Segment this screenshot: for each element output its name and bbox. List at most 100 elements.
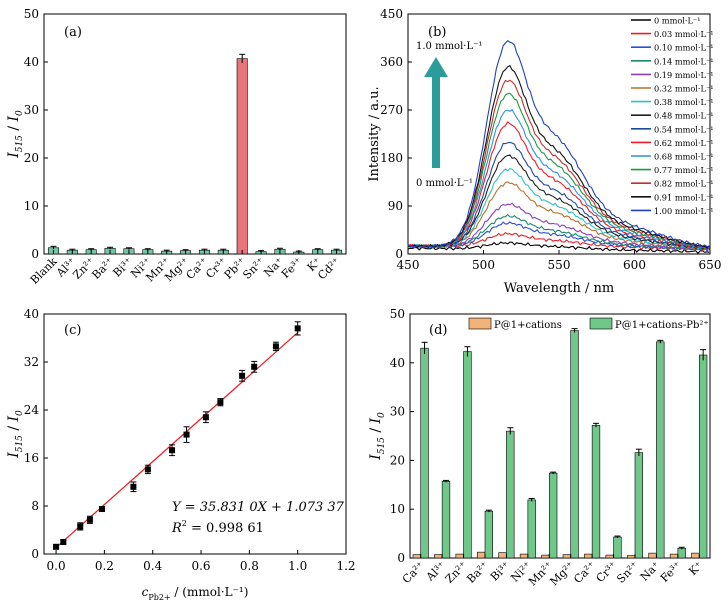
arrow-shaft: [432, 76, 440, 168]
y-tick-label: 90: [388, 199, 403, 213]
bar-cations-pb: [656, 341, 665, 559]
bar-cations-pb: [591, 424, 601, 559]
bar-cations-pb: [677, 547, 686, 559]
legend-label: 0.10 mmol·L⁻¹: [654, 43, 714, 53]
arrow-bottom-label: 0 mmol·L⁻¹: [416, 178, 473, 189]
x-tick-label: 1.0: [288, 559, 307, 573]
legend-label: 0.77 mmol·L⁻¹: [654, 165, 714, 175]
y-tick-label: 50: [24, 7, 39, 21]
panel-a-label: (a): [64, 25, 82, 40]
bar-cations-pb: [698, 354, 708, 559]
bar-cations-pb: [484, 510, 494, 559]
bar-cations-pb: [570, 330, 579, 559]
spectrum-line: [407, 213, 710, 251]
panel-c-label: (c): [64, 323, 81, 338]
panel-d-bars: [412, 328, 708, 559]
panel-c-frame: [43, 313, 347, 555]
legend-label: 0.38 mmol·L⁻¹: [654, 97, 714, 107]
x-tick-label: Fe³⁺: [279, 255, 305, 281]
y-tick-label: 360: [380, 55, 403, 69]
panel-d-xticks: Ca²⁺Al³⁺Zn²⁺Ba²⁺Bi³⁺Ni²⁺Mn²⁺Mg²⁺Ca²⁺Cr³⁺…: [400, 554, 706, 588]
bar-cations: [605, 554, 614, 559]
x-tick-label: Bi³⁺: [488, 559, 513, 584]
legend-label: 0.68 mmol·L⁻¹: [654, 152, 714, 162]
arrow-top-label: 1.0 mmol·L⁻¹: [416, 41, 482, 52]
spectrum-line: [407, 79, 710, 250]
x-tick-label: K⁺: [686, 559, 705, 578]
bar-cations-pb: [634, 452, 644, 559]
panel-c-equation: Y = 35.831 0X + 1.073 37: [172, 500, 345, 515]
spectrum-line: [407, 232, 710, 252]
bar-cations: [519, 553, 529, 559]
panel-c-points: [53, 321, 301, 550]
panel-a-yticks: 0 10 20 30 40 50: [24, 7, 48, 261]
x-tick-label: Cr³⁺: [594, 559, 620, 585]
panel-b-ylabel: Intensity / a.u.: [367, 86, 382, 181]
y-tick-label: 450: [380, 7, 403, 21]
x-tick-label: 550: [548, 258, 571, 272]
legend-label: 0.62 mmol·L⁻¹: [654, 138, 714, 148]
data-point: [144, 466, 151, 473]
bar-cations: [562, 554, 572, 559]
bar-cations: [584, 553, 593, 559]
x-tick-label: Na⁺: [638, 559, 663, 584]
legend-label: 0 mmol·L⁻¹: [654, 16, 701, 26]
bar-cations-pb: [548, 472, 558, 559]
panel-b-arrow: 1.0 mmol·L⁻¹ 0 mmol·L⁻¹: [416, 41, 482, 189]
data-point: [60, 539, 67, 545]
legend-label: 1.00 mmol·L⁻¹: [654, 206, 714, 216]
panel-d-frame: [409, 313, 711, 559]
legend-label: 0.82 mmol·L⁻¹: [654, 179, 714, 189]
panel-b: (b) Intensity / a.u. Wavelength / nm 0 90…: [367, 7, 721, 296]
bar-cations: [434, 554, 443, 559]
legend-label-cations-pb: P@1+cations-Pb²⁺: [615, 320, 709, 331]
y-tick-label: 20: [24, 151, 39, 165]
y-tick-label: 0: [31, 547, 39, 561]
fit-line: [55, 332, 299, 549]
x-tick-label: 450: [397, 258, 420, 272]
y-tick-label: 10: [390, 502, 405, 516]
y-tick-label: 40: [390, 356, 405, 370]
y-tick-label: 20: [390, 453, 405, 467]
panel-a-frame: [43, 13, 347, 255]
x-tick-label: 500: [472, 258, 495, 272]
data-point: [98, 506, 105, 512]
bar-cations: [669, 553, 679, 559]
y-tick-label: 16: [24, 451, 39, 465]
data-point: [239, 372, 246, 379]
legend-label: 0.48 mmol·L⁻¹: [654, 111, 714, 121]
data-point: [294, 325, 301, 332]
bar-cations-pb: [441, 481, 451, 559]
y-tick-label: 50: [390, 307, 405, 321]
panel-b-spectra: [407, 39, 710, 254]
spectrum-line: [407, 167, 710, 251]
panel-c-ylabel: I515 / I0: [6, 410, 25, 459]
x-tick-label: Ba²⁺: [464, 559, 491, 586]
legend-label: 0.54 mmol·L⁻¹: [654, 124, 714, 134]
panel-b-xticks: 450 500 550 600 650: [397, 250, 721, 272]
x-tick-label: Mg²⁺: [547, 559, 576, 588]
panel-a-xticks: BlankAl³⁺Zn²⁺Ba²⁺Bi³⁺Ni²⁺Mn²⁺Mg²⁺Ca²⁺Cr³…: [28, 250, 343, 287]
y-tick-label: 0: [31, 247, 39, 261]
y-tick-label: 32: [24, 355, 39, 369]
panel-a: (a) I515 / I0 0 10 20 30 40 50 BlankAl³⁺Zn²⁺B…: [6, 7, 347, 287]
legend-label: 0.03 mmol·L⁻¹: [654, 29, 714, 39]
panel-d: (d) I515 / I0 P@1+cations P@1+cations-Pb…: [368, 307, 711, 588]
x-tick-label: 0.4: [143, 559, 162, 573]
bar-cations-pb: [613, 536, 622, 559]
y-tick-label: 0: [395, 247, 403, 261]
x-tick-label: Sn²⁺: [614, 559, 641, 586]
panel-a-bars: [47, 53, 343, 255]
y-tick-label: 0: [397, 551, 405, 565]
panel-d-yticks: 0 10 20 30 40 50: [390, 307, 414, 565]
spectrum-line: [407, 241, 710, 254]
y-tick-label: 30: [24, 103, 39, 117]
bar-cations: [476, 551, 486, 559]
panel-b-yticks: 0 90 180 270 360 450: [380, 7, 412, 261]
y-tick-label: 24: [24, 403, 40, 417]
y-tick-label: 270: [380, 103, 403, 117]
data-point: [130, 483, 137, 490]
panel-b-legend: 0 mmol·L⁻¹ 0.03 mmol·L⁻¹ 0.10 mmol·L⁻¹ 0.14…: [631, 16, 714, 216]
spectrum-line: [407, 181, 710, 251]
